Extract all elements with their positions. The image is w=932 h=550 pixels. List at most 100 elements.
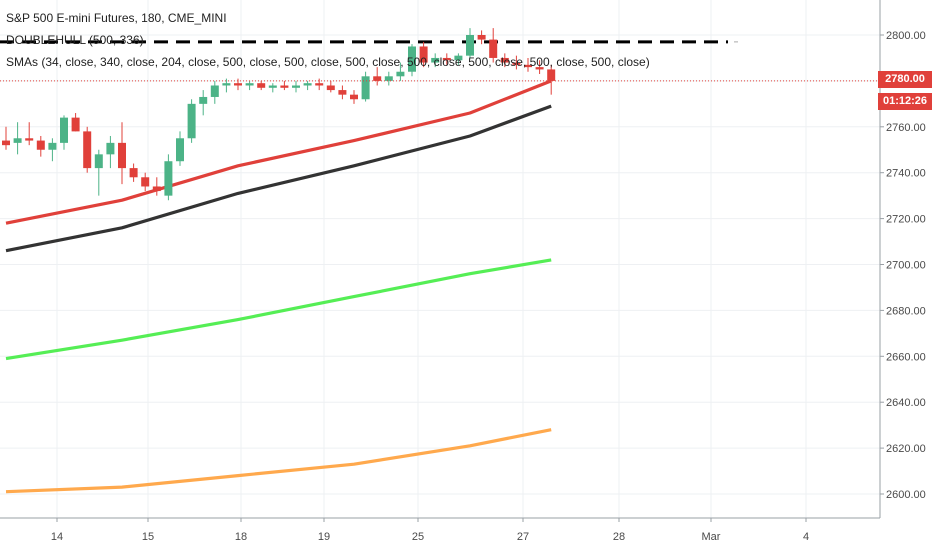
candle — [431, 53, 440, 68]
price-tick-label: 2760.00 — [886, 122, 926, 134]
time-tick-label: 27 — [517, 531, 529, 543]
candle — [280, 80, 289, 91]
candle — [71, 113, 80, 132]
candle — [257, 80, 266, 91]
time-tick-label: Mar — [702, 531, 721, 543]
candle — [361, 71, 370, 102]
candle-body — [245, 83, 254, 86]
candle-body — [454, 55, 463, 61]
time-tick-label: 15 — [142, 531, 154, 543]
sma-line-2 — [5, 104, 552, 253]
time-tick-label: 28 — [613, 531, 625, 543]
price-tick-label: 2700.00 — [886, 260, 926, 272]
candle — [408, 44, 416, 77]
candle — [234, 78, 242, 91]
candle — [268, 83, 277, 93]
candle-body — [141, 177, 150, 187]
candle-body — [512, 62, 521, 65]
candle-body — [2, 140, 10, 146]
candle — [48, 138, 57, 162]
sma-line-4 — [5, 428, 552, 494]
price-tick-label: 2680.00 — [886, 305, 926, 317]
candle-body — [466, 35, 474, 56]
candle-body — [129, 168, 138, 178]
candle — [350, 90, 358, 104]
candle — [2, 126, 10, 150]
candle — [187, 99, 196, 143]
candle-body — [315, 83, 324, 86]
candle — [13, 122, 22, 155]
candle-body — [176, 138, 184, 162]
price-tick-label: 2740.00 — [886, 168, 926, 180]
candle-body — [431, 57, 440, 63]
candlesticks — [2, 28, 556, 201]
candle — [419, 41, 428, 68]
time-tick-label: 19 — [318, 531, 330, 543]
candle — [199, 90, 208, 116]
candle — [524, 57, 532, 72]
candle — [176, 131, 184, 166]
candle-body — [222, 83, 231, 86]
candle-body — [268, 85, 277, 88]
candle-body — [257, 83, 266, 88]
candle-body — [210, 85, 219, 97]
candle-body — [303, 83, 312, 86]
candle — [36, 135, 45, 157]
candle — [25, 122, 34, 146]
candle — [152, 177, 161, 196]
candle-body — [524, 64, 532, 68]
candle-body — [118, 142, 126, 169]
candle-body — [13, 138, 22, 143]
sma-lines — [5, 79, 552, 494]
candle-body — [350, 94, 358, 100]
candle — [106, 135, 115, 169]
legend-symbol: S&P 500 E-mini Futures, 180, CME_MINI — [6, 11, 227, 25]
candle — [396, 62, 405, 81]
time-tick-label: 14 — [51, 531, 63, 543]
price-tick-label: 2640.00 — [886, 397, 926, 409]
candle-body — [292, 85, 300, 88]
candle-body — [535, 67, 544, 70]
grid — [0, 0, 880, 518]
candle — [489, 28, 498, 63]
bar-countdown-tag: 01:12:26 — [878, 93, 932, 110]
candle — [466, 28, 474, 58]
time-tick-label: 4 — [803, 531, 809, 543]
candle — [547, 64, 556, 95]
candle-body — [106, 142, 115, 155]
candle-body — [187, 103, 196, 139]
candle-body — [152, 186, 161, 192]
candle-body — [396, 71, 405, 77]
candle-body — [442, 57, 451, 61]
candle-body — [48, 142, 57, 150]
candle — [118, 122, 126, 185]
candle-body — [94, 154, 103, 169]
candle — [303, 80, 312, 91]
candle-body — [36, 140, 45, 150]
time-tick-label: 18 — [235, 531, 247, 543]
candle — [83, 126, 92, 173]
candle — [454, 53, 463, 65]
price-tick-label: 2660.00 — [886, 351, 926, 363]
price-axis: 2600.00 2620.00 2640.00 2660.00 2680.00 2700.… — [879, 0, 932, 550]
candle — [141, 172, 150, 192]
candle — [512, 55, 521, 70]
candle-body — [384, 76, 393, 81]
candle-body — [234, 83, 242, 86]
candle — [373, 67, 382, 86]
candle — [94, 149, 103, 196]
candle-body — [83, 131, 92, 169]
candle-body — [477, 35, 486, 40]
candle-body — [338, 90, 347, 95]
time-tick-label: 25 — [412, 531, 424, 543]
sma-line-3 — [5, 258, 552, 361]
candle-body — [164, 161, 173, 196]
candle — [129, 163, 138, 182]
candle-body — [199, 96, 208, 104]
price-tick-label: 2800.00 — [886, 30, 926, 42]
candle — [442, 53, 451, 65]
legend-doublehull: DOUBLEHULL (500, 336) — [6, 33, 144, 47]
candle — [384, 71, 393, 86]
candle — [477, 30, 486, 45]
